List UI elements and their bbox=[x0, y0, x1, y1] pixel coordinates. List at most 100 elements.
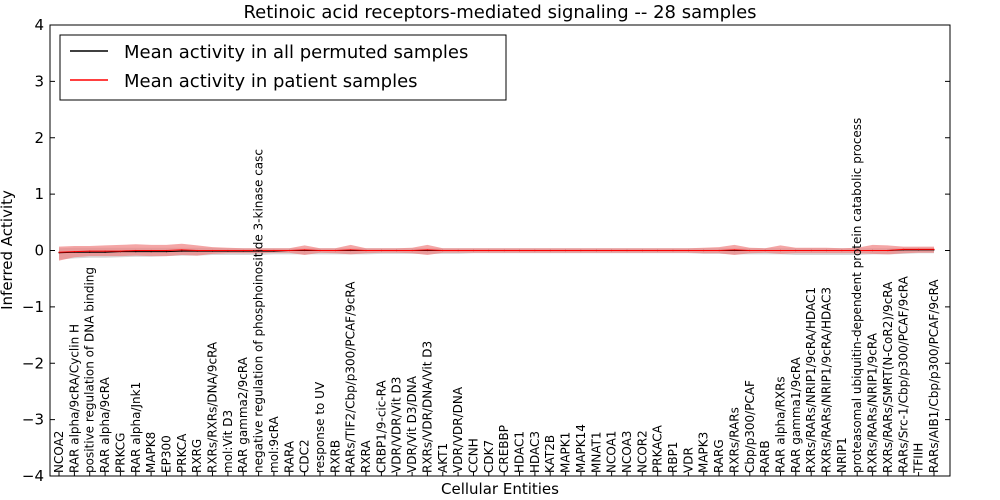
x-category-label: VDR/Vit D3/DNA bbox=[405, 375, 419, 473]
x-category-label: CDC2 bbox=[298, 439, 312, 473]
data-point-patient bbox=[779, 249, 782, 252]
data-point-patient bbox=[288, 249, 290, 252]
x-category-label: RARs/Src-1/Cbp/p300/PCAF/9cRA bbox=[896, 275, 910, 473]
x-category-label: RARB bbox=[758, 440, 772, 473]
x-category-label: PRKACA bbox=[651, 424, 665, 473]
plot-frame bbox=[49, 24, 951, 477]
data-point-patient bbox=[426, 249, 428, 251]
data-point-patient bbox=[150, 249, 152, 252]
x-category-label: PRKCG bbox=[113, 433, 127, 473]
data-point-patient bbox=[825, 249, 828, 252]
data-point-patient bbox=[902, 248, 904, 250]
data-point-patient bbox=[196, 249, 198, 252]
data-point-patient bbox=[181, 249, 183, 251]
x-category-label: RXRG bbox=[190, 439, 204, 473]
x-category-label: CREBBP bbox=[497, 425, 511, 473]
data-point-patient bbox=[764, 249, 766, 252]
x-category-label: RARA bbox=[282, 440, 296, 473]
x-category-label: RARG bbox=[712, 439, 726, 473]
x-category-label: RXRs/VDR/DNA/Vit D3 bbox=[420, 341, 434, 473]
data-point-permuted bbox=[89, 251, 91, 253]
data-point-patient bbox=[211, 249, 214, 252]
data-point-patient bbox=[611, 249, 613, 252]
data-point-patient bbox=[918, 248, 920, 250]
data-point-patient bbox=[580, 249, 582, 252]
data-point-patient bbox=[334, 249, 336, 252]
data-point-patient bbox=[872, 249, 874, 252]
x-category-label: NRIP1 bbox=[835, 437, 849, 473]
x-category-label: proteasomal ubiquitin-dependent protein … bbox=[850, 118, 864, 473]
x-category-label: MAPK1 bbox=[559, 432, 573, 473]
data-point-patient bbox=[89, 250, 91, 252]
x-category-label: VDR/VDR/DNA bbox=[451, 386, 465, 473]
x-category-label: NCOA1 bbox=[605, 431, 619, 473]
x-category-label: RXRs/RXRs/DNA/9cRA bbox=[206, 341, 220, 473]
data-point-patient bbox=[165, 249, 168, 252]
x-category-label: HDAC1 bbox=[513, 431, 527, 473]
x-category-label: MAPK14 bbox=[574, 424, 588, 473]
band-patient bbox=[59, 243, 934, 261]
data-point-patient bbox=[672, 249, 674, 252]
y-tick-label: 4 bbox=[34, 16, 44, 34]
data-point-patient bbox=[626, 249, 628, 252]
y-tick-label: 0 bbox=[34, 242, 44, 260]
data-point-patient bbox=[718, 249, 720, 252]
x-category-label: RXRA bbox=[359, 440, 373, 473]
x-axis-label: Cellular Entities bbox=[441, 480, 559, 498]
x-category-label: RARs/AIB1/Cbp/p300/PCAF/9cRA bbox=[927, 279, 941, 473]
data-point-patient bbox=[319, 249, 321, 252]
data-point-patient bbox=[304, 249, 306, 251]
x-category-label: AKT1 bbox=[436, 443, 450, 473]
x-category-label: RXRs/RARs/NRIP1/9cRA bbox=[866, 332, 880, 473]
x-category-label: RAR alpha/9cRA bbox=[98, 376, 112, 473]
legend-label-patient: Mean activity in patient samples bbox=[124, 71, 418, 92]
y-tick-label: −4 bbox=[22, 467, 44, 485]
x-category-label: MAPK8 bbox=[144, 432, 158, 473]
data-point-patient bbox=[856, 249, 858, 252]
x-category-label: RAR alpha/RXRs bbox=[774, 376, 788, 473]
x-category-label: RXRB bbox=[328, 440, 342, 473]
y-tick-label: −1 bbox=[22, 298, 44, 316]
data-point-patient bbox=[488, 249, 490, 252]
data-point-patient bbox=[135, 249, 137, 252]
x-category-label: MNAT1 bbox=[589, 431, 603, 473]
data-point-patient bbox=[119, 250, 121, 252]
y-tick-label: −3 bbox=[22, 411, 44, 429]
data-point-patient bbox=[595, 249, 597, 252]
data-point-patient bbox=[380, 249, 382, 252]
data-point-permuted bbox=[150, 251, 152, 253]
legend: Mean activity in all permuted samples Me… bbox=[59, 34, 507, 101]
data-point-permuted bbox=[104, 251, 106, 253]
x-category-label: TFIIH bbox=[912, 443, 926, 474]
x-category-label: CDK7 bbox=[482, 440, 496, 473]
data-point-patient bbox=[933, 248, 935, 250]
data-point-patient bbox=[518, 249, 521, 252]
data-point-patient bbox=[749, 249, 751, 252]
data-point-patient bbox=[549, 249, 551, 252]
data-point-patient bbox=[795, 249, 797, 252]
data-point-patient bbox=[227, 249, 229, 252]
y-tick-label: 2 bbox=[34, 129, 44, 147]
x-category-label: CRBP1/9-cic-RA bbox=[374, 379, 388, 473]
legend-box bbox=[59, 34, 507, 101]
data-point-patient bbox=[887, 249, 889, 252]
data-point-patient bbox=[104, 250, 106, 252]
x-category-label: response to UV bbox=[313, 381, 327, 473]
data-point-patient bbox=[472, 249, 475, 252]
y-tick-label: −2 bbox=[22, 354, 44, 372]
x-category-label: RAR gamma1/9cRA bbox=[789, 356, 803, 473]
x-category-label: RXRs/RARs/NRIP1/9cRA/HDAC3 bbox=[820, 287, 834, 473]
series-line-patient bbox=[58, 248, 934, 253]
x-category-label: NCOA2 bbox=[52, 431, 66, 473]
x-category-label: VDR bbox=[681, 447, 695, 473]
x-category-label: mol:9cRA bbox=[267, 416, 281, 473]
x-category-label: RXRs/RARs/NRIP1/9cRA/HDAC1 bbox=[804, 287, 818, 473]
x-category-label: RXRs/RARs bbox=[727, 407, 741, 473]
data-point-patient bbox=[810, 249, 812, 252]
x-category-label: RAR gamma2/9cRA bbox=[236, 356, 250, 473]
x-category-label: RBP1 bbox=[666, 442, 680, 473]
x-category-label: RARs/TIF2/Cbp/p300/PCAF/9cRA bbox=[344, 281, 358, 473]
data-point-patient bbox=[657, 249, 659, 252]
